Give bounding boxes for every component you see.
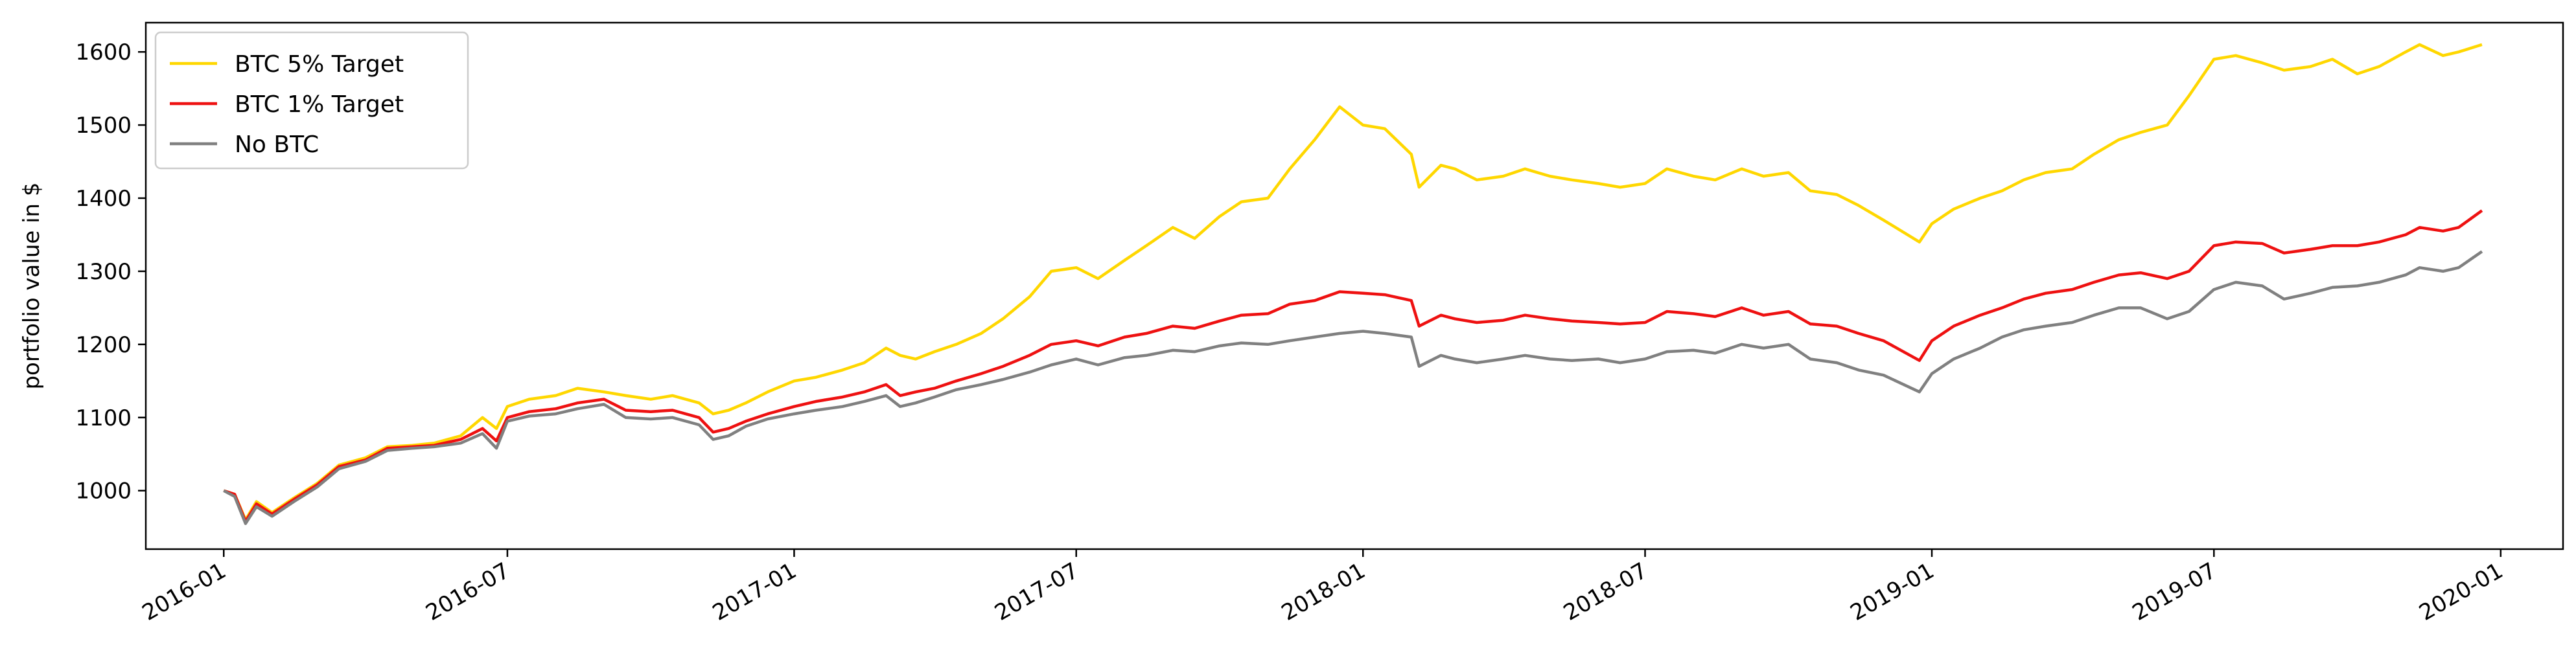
y-tick-label: 1000 [75,479,132,504]
y-tick-label: 1400 [75,186,132,212]
series-lines [223,43,2483,525]
legend-label: BTC 5% Target [235,51,404,78]
legend-label: BTC 1% Target [235,91,404,118]
y-tick-label: 1100 [75,405,132,431]
plot-frame [145,21,2564,550]
y-tick-label: 1600 [75,40,132,65]
series-line-1 [223,43,2483,522]
y-axis: 1000 1100 1200 1300 1400 1500 1600 [75,40,146,504]
legend: BTC 5% Target BTC 1% Target No BTC [154,31,469,170]
y-tick-label: 1500 [75,113,132,139]
y-axis-label: portfolio value in $ [19,182,45,389]
y-tick-label: 1300 [75,259,132,285]
y-tick-label: 1200 [75,332,132,358]
legend-label: No BTC [235,131,319,158]
legend-box [154,31,469,170]
series-line-3 [223,250,2483,525]
series-line-2 [223,209,2483,523]
